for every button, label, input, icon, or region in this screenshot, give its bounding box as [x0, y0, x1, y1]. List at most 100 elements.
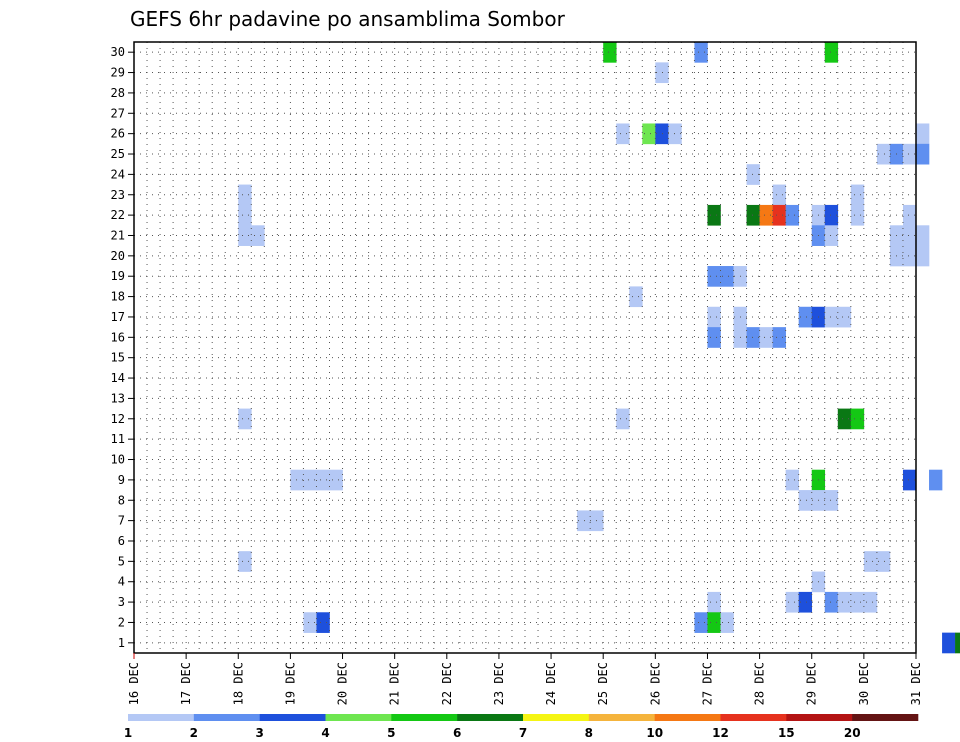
y-tick-label: 23 — [111, 188, 125, 202]
precip-cell — [251, 225, 265, 246]
precip-cell — [850, 204, 865, 226]
precip-cell — [824, 42, 839, 63]
colorbar-label: 10 — [646, 726, 663, 740]
precip-cell — [603, 42, 617, 63]
precip-cell — [850, 408, 865, 430]
colorbar-swatch — [786, 714, 853, 721]
precip-cell — [629, 286, 643, 308]
y-tick-label: 13 — [111, 391, 125, 405]
colorbar-swatch — [391, 714, 458, 721]
y-tick-label: 7 — [118, 514, 125, 528]
precip-cell — [837, 408, 852, 430]
y-tick-label: 28 — [111, 86, 125, 100]
precip-cell — [694, 42, 708, 63]
precip-cell — [824, 490, 839, 511]
y-tick-label: 29 — [111, 66, 125, 80]
precip-cell — [707, 306, 721, 328]
precip-cell — [850, 184, 865, 206]
x-tick-label: 22 DEC — [440, 662, 454, 705]
precip-cell — [798, 306, 813, 328]
precip-cell — [707, 266, 721, 287]
y-tick-label: 16 — [111, 330, 125, 344]
x-tick-label: 25 DEC — [596, 662, 610, 705]
precip-cell — [850, 591, 865, 613]
precip-cell — [616, 408, 630, 430]
precip-cell — [916, 225, 930, 246]
precip-cell — [655, 123, 669, 145]
y-tick-label: 22 — [111, 208, 125, 222]
y-tick-label: 25 — [111, 147, 125, 161]
plot-frame — [133, 41, 917, 654]
precip-cell — [929, 469, 943, 491]
y-tick-label: 8 — [118, 493, 125, 507]
precip-cell — [916, 143, 930, 165]
colorbar-swatch — [852, 714, 919, 721]
precip-cell — [759, 327, 773, 348]
colorbar-swatch — [457, 714, 524, 721]
precip-cell — [902, 225, 917, 246]
precip-cell — [824, 306, 839, 328]
colorbar-swatch — [588, 714, 655, 721]
colorbar: 1 2 3 4 5 6 7 8 10 12 15 20 — [124, 714, 919, 740]
colorbar-label: 5 — [387, 726, 395, 740]
colorbar-label: 6 — [453, 726, 461, 740]
colorbar-swatch — [128, 714, 195, 721]
y-tick-label: 10 — [111, 453, 125, 467]
precip-cell — [720, 612, 734, 633]
precip-cell — [785, 204, 799, 226]
precip-cell — [942, 632, 956, 654]
precip-cell — [955, 632, 960, 654]
precip-cell — [694, 612, 708, 633]
precip-cell — [720, 266, 734, 287]
precip-cell — [290, 469, 304, 491]
y-tick-label: 18 — [111, 290, 125, 304]
x-tick-label: 18 DEC — [231, 662, 245, 705]
precip-cell — [238, 408, 252, 430]
precip-cell — [707, 204, 721, 226]
y-tick-label: 12 — [111, 412, 125, 426]
precip-cell — [824, 225, 839, 246]
y-tick-label: 26 — [111, 127, 125, 141]
colorbar-label: 12 — [712, 726, 729, 740]
x-tick-label: 28 DEC — [753, 662, 767, 705]
colorbar-label: 20 — [844, 726, 861, 740]
precip-cell — [329, 469, 343, 491]
y-tick-label: 1 — [118, 636, 125, 650]
precip-cell — [772, 327, 786, 348]
precip-cell — [902, 204, 917, 226]
y-tick-label: 5 — [118, 554, 125, 568]
colorbar-label: 2 — [190, 726, 198, 740]
y-tick-label: 11 — [111, 432, 125, 446]
colorbar-label: 1 — [124, 726, 132, 740]
colorbar-swatch — [654, 714, 721, 721]
precip-cell — [785, 469, 799, 491]
y-axis: 1234567891011121314151617181920212223242… — [111, 45, 134, 650]
precip-cell — [876, 143, 891, 165]
precip-cell — [863, 591, 878, 613]
colorbar-swatch — [193, 714, 260, 721]
colorbar-swatch — [720, 714, 787, 721]
x-tick-label: 16 DEC — [127, 662, 141, 705]
precip-cell — [824, 591, 839, 613]
y-tick-label: 30 — [111, 45, 125, 59]
x-tick-label: 30 DEC — [857, 662, 871, 705]
precip-cell — [707, 612, 721, 633]
precip-cell — [759, 204, 773, 226]
cells-layer — [238, 42, 960, 654]
colorbar-label: 15 — [778, 726, 795, 740]
precip-cell — [798, 490, 813, 511]
precip-cell — [746, 204, 760, 226]
x-tick-label: 23 DEC — [492, 662, 506, 705]
precip-cell — [902, 469, 917, 491]
precip-cell — [746, 327, 760, 348]
chart-title: GEFS 6hr padavine po ansamblima Sombor — [130, 7, 566, 31]
precip-cell — [238, 204, 252, 226]
precip-cell — [902, 245, 917, 267]
y-tick-label: 3 — [118, 595, 125, 609]
x-tick-label: 17 DEC — [179, 662, 193, 705]
x-tick-label: 21 DEC — [388, 662, 402, 705]
y-tick-label: 2 — [118, 615, 125, 629]
x-tick-label: 24 DEC — [544, 662, 558, 705]
precip-cell — [707, 591, 721, 613]
